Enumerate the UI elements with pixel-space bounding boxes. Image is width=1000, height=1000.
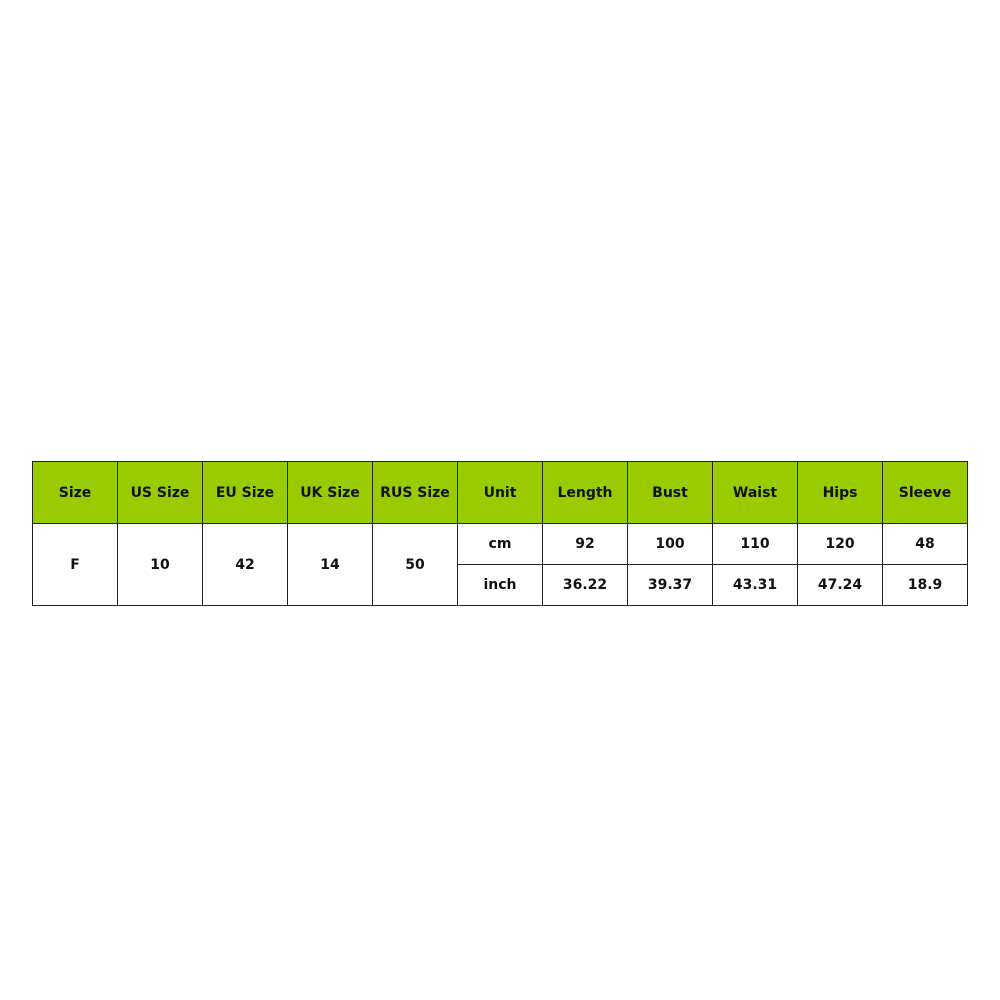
uk-size-cell: 14	[287, 523, 373, 606]
header-cell: EU Size	[202, 461, 288, 524]
sleeve-cell: 18.9	[882, 564, 968, 606]
header-cell: US Size	[117, 461, 203, 524]
bust-cell: 39.37	[627, 564, 713, 606]
sleeve-cell: 48	[882, 523, 968, 565]
header-cell: Length	[542, 461, 628, 524]
header-cell: Size	[32, 461, 118, 524]
size-cell: F	[32, 523, 118, 606]
us-size-cell: 10	[117, 523, 203, 606]
header-row: Size US Size EU Size UK Size RUS Size Un…	[32, 461, 968, 524]
waist-cell: 110	[712, 523, 798, 565]
header-cell: UK Size	[287, 461, 373, 524]
header-cell: Bust	[627, 461, 713, 524]
length-cell: 92	[542, 523, 628, 565]
bust-cell: 100	[627, 523, 713, 565]
header-cell: RUS Size	[372, 461, 458, 524]
unit-cell: inch	[457, 564, 543, 606]
size-chart-table: Size US Size EU Size UK Size RUS Size Un…	[32, 461, 968, 606]
header-cell: Hips	[797, 461, 883, 524]
table-row: F 10 42 14 50 cm 92 100 110 120 48	[32, 523, 968, 606]
table-row: inch 36.22 39.37 43.31 47.24 18.9	[33, 564, 968, 606]
header-cell: Waist	[712, 461, 798, 524]
unit-cell: cm	[457, 523, 543, 565]
header-cell: Unit	[457, 461, 543, 524]
waist-cell: 43.31	[712, 564, 798, 606]
header-cell: Sleeve	[882, 461, 968, 524]
eu-size-cell: 42	[202, 523, 288, 606]
hips-cell: 47.24	[797, 564, 883, 606]
hips-cell: 120	[797, 523, 883, 565]
rus-size-cell: 50	[372, 523, 458, 606]
length-cell: 36.22	[542, 564, 628, 606]
